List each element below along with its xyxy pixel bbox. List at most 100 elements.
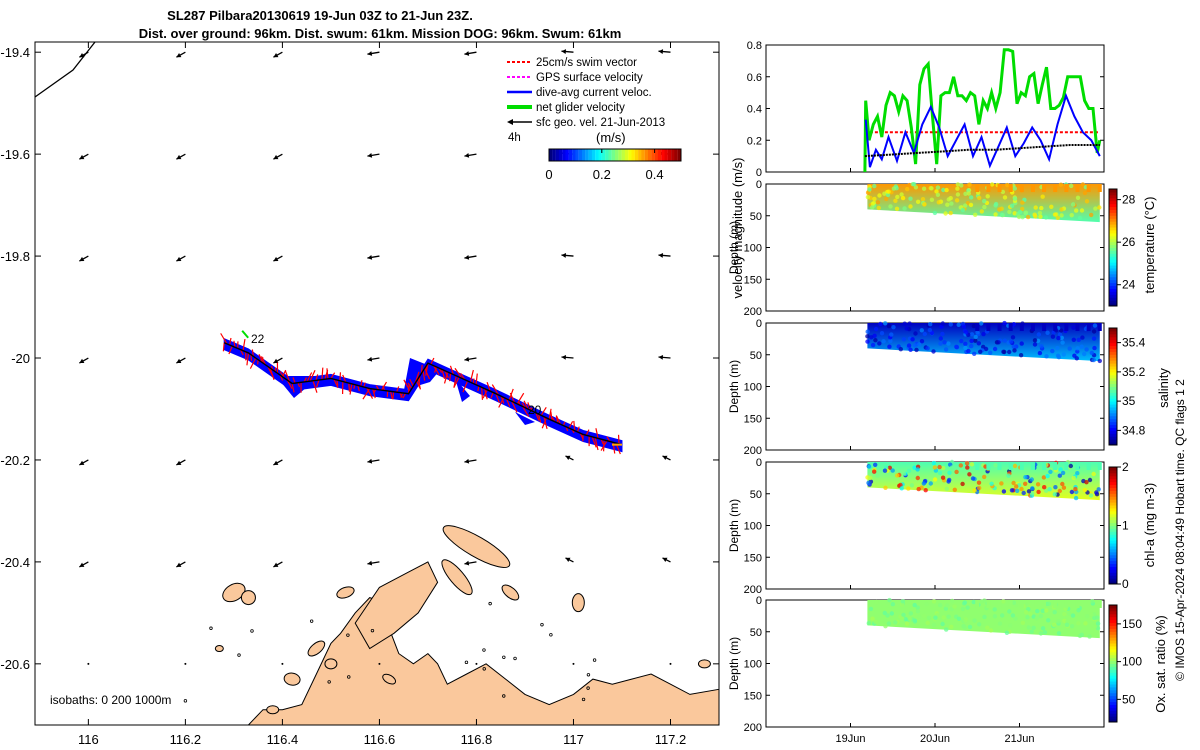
swim-vector xyxy=(600,438,604,445)
section-sample xyxy=(1020,215,1025,220)
colorbar-segment xyxy=(1109,578,1117,582)
section-sample xyxy=(913,331,918,336)
section-sample xyxy=(888,204,893,209)
section-sample xyxy=(972,351,977,356)
section-sample xyxy=(1089,212,1094,218)
section-sample xyxy=(1060,340,1065,345)
section-sample xyxy=(921,186,927,191)
section-sample xyxy=(970,476,976,481)
section-sample xyxy=(1059,335,1065,340)
islet xyxy=(502,694,506,698)
profile-top xyxy=(1097,600,1102,608)
section-sample xyxy=(872,183,877,189)
section-sample xyxy=(1064,622,1070,627)
section-sample xyxy=(907,182,912,188)
colorbar-segment xyxy=(1109,499,1117,503)
swim-vector xyxy=(453,376,460,389)
section-sample xyxy=(885,613,890,618)
colorbar-segment xyxy=(657,149,662,161)
x-tick-label: 116.8 xyxy=(461,732,493,747)
section-sample xyxy=(950,598,955,604)
section-sample xyxy=(1007,616,1012,621)
colorbar-segment xyxy=(1109,507,1117,512)
island xyxy=(501,584,520,601)
section-sample xyxy=(1068,463,1074,469)
colorbar-segment xyxy=(565,149,569,161)
date-axis: 19Jun 20Jun 21Jun xyxy=(836,168,1034,745)
swim-vector xyxy=(258,354,264,364)
depth-axis-label: Depth (m) xyxy=(727,221,741,274)
colorbar-segment xyxy=(1109,548,1117,553)
legend-scale-4h: 4h xyxy=(508,132,521,144)
colorbar-segment xyxy=(1109,436,1117,440)
section-sample xyxy=(985,625,990,630)
geo-vel-arrowhead xyxy=(176,256,182,262)
section-sample xyxy=(1001,489,1007,494)
swim-vector xyxy=(339,372,342,381)
section-sample xyxy=(1020,200,1025,205)
section-sample xyxy=(1019,486,1024,492)
geo-vel-arrowhead xyxy=(176,562,182,567)
colorbar-segment xyxy=(1109,342,1117,347)
colorbar-segment xyxy=(1109,383,1117,387)
section-sample xyxy=(1045,473,1050,479)
colorbar-segment xyxy=(624,149,629,161)
vel-y-tick-label: 0.4 xyxy=(747,104,762,116)
section-sample xyxy=(1011,480,1016,486)
section-sample xyxy=(1012,463,1018,469)
section-sample xyxy=(879,331,885,336)
section-sample xyxy=(992,614,998,619)
oxygen-cbar-label: Ox. sat. ratio (%) xyxy=(1153,615,1168,713)
section-sample xyxy=(964,461,970,466)
depth-axis-label: Depth (m) xyxy=(727,637,741,690)
section-sample xyxy=(1020,620,1026,625)
section-sample xyxy=(873,326,879,332)
section-sample xyxy=(911,182,917,187)
section-sample xyxy=(931,599,937,604)
section-sample xyxy=(875,200,881,205)
swim-vector xyxy=(491,384,500,396)
swim-vector xyxy=(372,388,376,399)
depth-tick-label: 150 xyxy=(744,274,762,286)
section-sample xyxy=(886,323,892,329)
section-sample xyxy=(1029,629,1034,634)
section-sample xyxy=(865,334,870,339)
section-sample xyxy=(1042,630,1048,635)
section-sample xyxy=(1069,624,1075,629)
section-sample xyxy=(900,195,906,201)
isobaths-label: isobaths: 0 200 1000m xyxy=(50,693,171,707)
section-sample xyxy=(956,322,961,327)
depth-tick-label: 50 xyxy=(750,627,762,639)
section-sample xyxy=(993,463,998,468)
section-sample xyxy=(1009,203,1015,208)
profile-top xyxy=(986,184,991,192)
swim-vector xyxy=(333,378,339,389)
geo-vel-arrowhead xyxy=(367,254,373,260)
colorbar-segment xyxy=(1109,666,1117,670)
section-sample xyxy=(1091,357,1097,363)
swim-vector xyxy=(357,385,360,392)
colorbar-segment xyxy=(1109,640,1117,644)
chl-panel: 0 50 100 150 200 Depth (m) 0 1 2 xyxy=(727,457,1129,596)
swim-vector xyxy=(550,411,553,421)
swim-vector xyxy=(600,440,608,451)
section-sample xyxy=(1002,338,1007,343)
geo-vel-arrowhead xyxy=(658,354,664,360)
swim-vector xyxy=(342,374,347,383)
colorbar-segment xyxy=(1109,467,1117,471)
section-sample xyxy=(1059,207,1064,212)
legend-current: dive-avg current veloc. xyxy=(536,87,652,99)
section-sample xyxy=(912,602,917,608)
colorbar-segment xyxy=(595,149,599,161)
section-sample xyxy=(967,472,972,477)
islet xyxy=(250,629,254,633)
colorbar-segment xyxy=(1109,348,1117,352)
colorbar-segment xyxy=(575,149,579,161)
section-sample xyxy=(873,462,878,467)
section-sample xyxy=(944,486,949,491)
section-sample xyxy=(1071,337,1077,342)
geo-vel-arrowhead xyxy=(565,557,571,563)
profile-top xyxy=(1042,462,1047,470)
swim-vector xyxy=(336,379,339,386)
islet xyxy=(549,633,553,637)
